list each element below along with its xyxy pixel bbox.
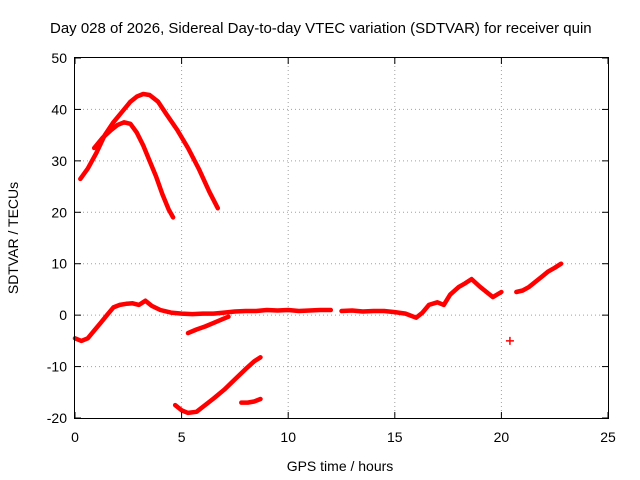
x-tick-label: 0	[71, 429, 79, 445]
plot-frame	[74, 57, 609, 419]
series-arc-rising-late	[339, 276, 504, 320]
y-tick-label: 40	[51, 101, 67, 117]
x-axis-ticks: 0 5 10 15 20 25	[71, 58, 616, 445]
series-arc-peak-37	[91, 120, 176, 220]
y-tick-label: 20	[51, 204, 67, 220]
series-arc-short-negative	[239, 396, 263, 405]
chart-title: Day 028 of 2026, Sidereal Day-to-day VTE…	[50, 20, 592, 37]
series-arc-near-zero	[72, 298, 334, 344]
points-layer	[505, 336, 514, 345]
x-tick-label: 25	[600, 429, 616, 445]
y-tick-label: 50	[51, 50, 67, 66]
y-tick-label: 30	[51, 153, 67, 169]
y-tick-label: 10	[51, 256, 67, 272]
y-tick-label: -10	[47, 359, 67, 375]
x-axis-label: GPS time / hours	[287, 458, 394, 474]
series-arc-peak-43	[78, 91, 221, 211]
y-axis-label: SDTVAR / TECUs	[5, 182, 21, 294]
x-tick-label: 15	[387, 429, 403, 445]
series-arc-negative	[172, 355, 263, 416]
y-tick-label: -20	[47, 410, 67, 426]
x-tick-label: 10	[280, 429, 296, 445]
data-point	[505, 336, 514, 345]
chart-grid	[75, 58, 608, 418]
series-arc-small-rise	[185, 314, 231, 336]
x-tick-label: 20	[494, 429, 510, 445]
y-axis-ticks: -20 -10 0 10 20 30 40 50	[47, 50, 608, 426]
x-tick-label: 5	[178, 429, 186, 445]
series-arc-end	[514, 261, 564, 295]
series-layer	[72, 91, 564, 416]
y-tick-label: 0	[59, 307, 67, 323]
